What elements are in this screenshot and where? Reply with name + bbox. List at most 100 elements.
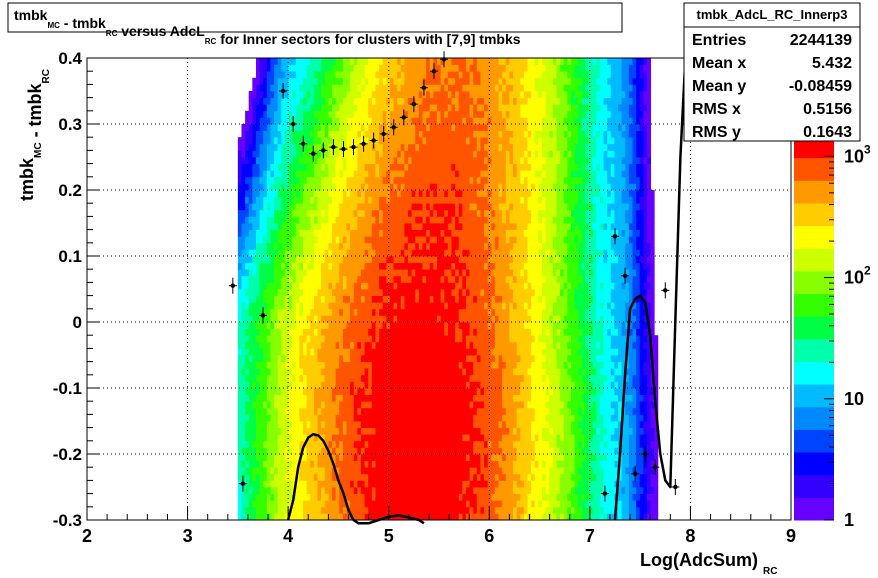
heatmap-cell (335, 335, 340, 343)
heatmap-cell (462, 368, 467, 376)
heatmap-cell (346, 427, 351, 435)
heatmap-cell (321, 242, 326, 250)
heatmap-cell (607, 414, 612, 422)
heatmap-cell (371, 388, 376, 395)
heatmap-cell (382, 269, 387, 277)
heatmap-cell (610, 454, 615, 461)
heatmap-cell (266, 269, 271, 277)
heatmap-cell (491, 447, 496, 455)
heatmap-cell (610, 302, 615, 310)
heatmap-cell (350, 328, 355, 336)
heatmap-cell (299, 460, 304, 468)
heatmap-cell (505, 295, 510, 303)
heatmap-cell (502, 361, 507, 369)
heatmap-cell (494, 242, 499, 250)
heatmap-cell (498, 355, 503, 362)
heatmap-cell (603, 421, 608, 428)
heatmap-cell (303, 322, 308, 329)
heatmap-cell (444, 447, 449, 455)
heatmap-cell (292, 322, 297, 329)
heatmap-cell (284, 447, 289, 455)
heatmap-cell (339, 414, 344, 422)
heatmap-cell (270, 242, 275, 250)
heatmap-cell (382, 361, 387, 369)
heatmap-cell (549, 355, 554, 362)
heatmap-cell (639, 473, 644, 481)
heatmap-cell (455, 348, 460, 356)
heatmap-cell (592, 381, 597, 389)
heatmap-cell (552, 513, 557, 521)
heatmap-cell (426, 242, 431, 250)
heatmap-cell (284, 249, 289, 257)
heatmap-cell (263, 249, 268, 257)
heatmap-cell (614, 289, 619, 296)
heatmap-cell (570, 348, 575, 356)
heatmap-cell (266, 289, 271, 296)
heatmap-cell (292, 381, 297, 389)
heatmap-cell (469, 447, 474, 455)
heatmap-cell (556, 421, 561, 428)
heatmap-cell (570, 335, 575, 343)
heatmap-cell (589, 388, 594, 395)
heatmap-cell (266, 414, 271, 422)
heatmap-cell (523, 368, 528, 376)
heatmap-cell (607, 242, 612, 250)
heatmap-cell (520, 315, 525, 323)
heatmap-cell (342, 368, 347, 376)
heatmap-cell (632, 480, 637, 488)
heatmap-cell (545, 473, 550, 481)
heatmap-cell (625, 236, 630, 244)
heatmap-cell (364, 269, 369, 277)
heatmap-cell (295, 368, 300, 376)
heatmap-cell (520, 487, 525, 494)
heatmap-cell (570, 427, 575, 435)
heatmap-cell (422, 427, 427, 435)
heatmap-cell (400, 348, 405, 356)
heatmap-cell (545, 506, 550, 514)
heatmap-cell (350, 407, 355, 415)
heatmap-cell (252, 236, 257, 244)
heatmap-cell (292, 256, 297, 263)
heatmap-cell (462, 493, 467, 501)
heatmap-cell (494, 282, 499, 290)
heatmap-cell (393, 414, 398, 422)
heatmap-cell (505, 427, 510, 435)
heatmap-cell (498, 460, 503, 468)
heatmap-cell (339, 295, 344, 303)
heatmap-cell (350, 434, 355, 442)
heatmap-cell (610, 374, 615, 382)
heatmap-cell (422, 374, 427, 382)
heatmap-cell (270, 368, 275, 376)
heatmap-cell (274, 388, 279, 395)
heatmap-cell (552, 282, 557, 290)
heatmap-cell (531, 500, 536, 508)
heatmap-cell (556, 315, 561, 323)
heatmap-cell (654, 473, 659, 481)
heatmap-cell (614, 434, 619, 442)
heatmap-cell (393, 427, 398, 435)
heatmap-cell (484, 427, 489, 435)
heatmap-cell (433, 374, 438, 382)
heatmap-cell (603, 513, 608, 521)
heatmap-cell (266, 348, 271, 356)
heatmap-cell (299, 282, 304, 290)
heatmap-cell (625, 289, 630, 296)
heatmap-cell (255, 269, 260, 277)
heatmap-cell (643, 242, 648, 250)
heatmap-cell (462, 460, 467, 468)
heatmap-cell (331, 381, 337, 389)
heatmap-cell (429, 256, 434, 263)
heatmap-cell (259, 401, 264, 409)
heatmap-cell (589, 242, 594, 250)
heatmap-cell (494, 440, 499, 448)
heatmap-cell (331, 328, 337, 336)
heatmap-cell (549, 249, 554, 257)
heatmap-cell (357, 289, 362, 296)
heatmap-cell (534, 282, 539, 290)
heatmap-cell (447, 374, 452, 382)
heatmap-cell (480, 513, 485, 521)
heatmap-cell (284, 229, 289, 237)
heatmap-cell (628, 394, 633, 402)
heatmap-cell (440, 440, 445, 448)
heatmap-cell (451, 401, 456, 409)
